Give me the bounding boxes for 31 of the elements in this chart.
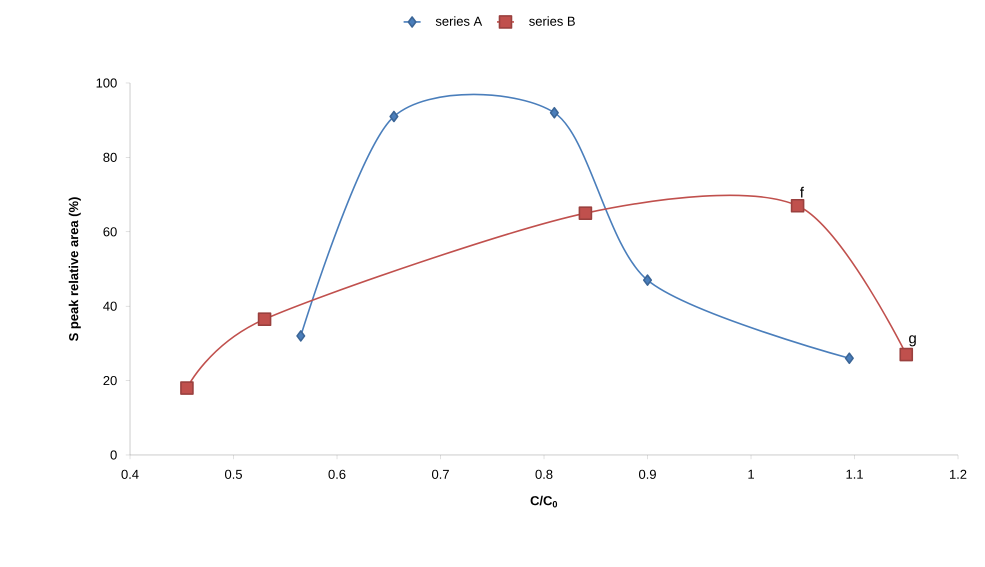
point (296, 330, 306, 342)
annotation: g (909, 335, 916, 346)
y-axis-title: S peak relative area (%) (68, 197, 81, 341)
x-tick-label: 0.7 (432, 470, 449, 479)
x-tick-label: 1.2 (950, 470, 966, 479)
point (389, 110, 398, 122)
point (180, 381, 194, 395)
point (550, 106, 559, 119)
legend-label: series A (436, 16, 482, 26)
point (844, 352, 854, 364)
y-tick-label: 80 (103, 152, 117, 162)
legend-label: series B (529, 16, 575, 26)
y-tick-label: 60 (103, 227, 117, 236)
point (258, 312, 272, 326)
point (642, 274, 652, 286)
y-tick-label: 20 (103, 376, 117, 386)
x-tick-label: 1.1 (846, 470, 863, 479)
annotation: f (800, 186, 804, 198)
x-tick-label: 1 (748, 470, 754, 479)
x-tick-label: 0.9 (639, 470, 656, 479)
x-axis-title: C/C$_{0}$ (530, 496, 558, 508)
x-tick-label: 0.6 (328, 470, 346, 479)
point (578, 206, 592, 220)
y-tick-label: 40 (103, 302, 117, 311)
x-tick-label: 0.4 (122, 470, 139, 479)
point (899, 348, 914, 362)
y-tick-label: 100 (96, 78, 117, 88)
point (790, 198, 804, 213)
y-tick-label: 0 (110, 450, 117, 460)
x-tick-label: 0.5 (225, 470, 242, 479)
x-tick-label: 0.8 (536, 470, 552, 479)
